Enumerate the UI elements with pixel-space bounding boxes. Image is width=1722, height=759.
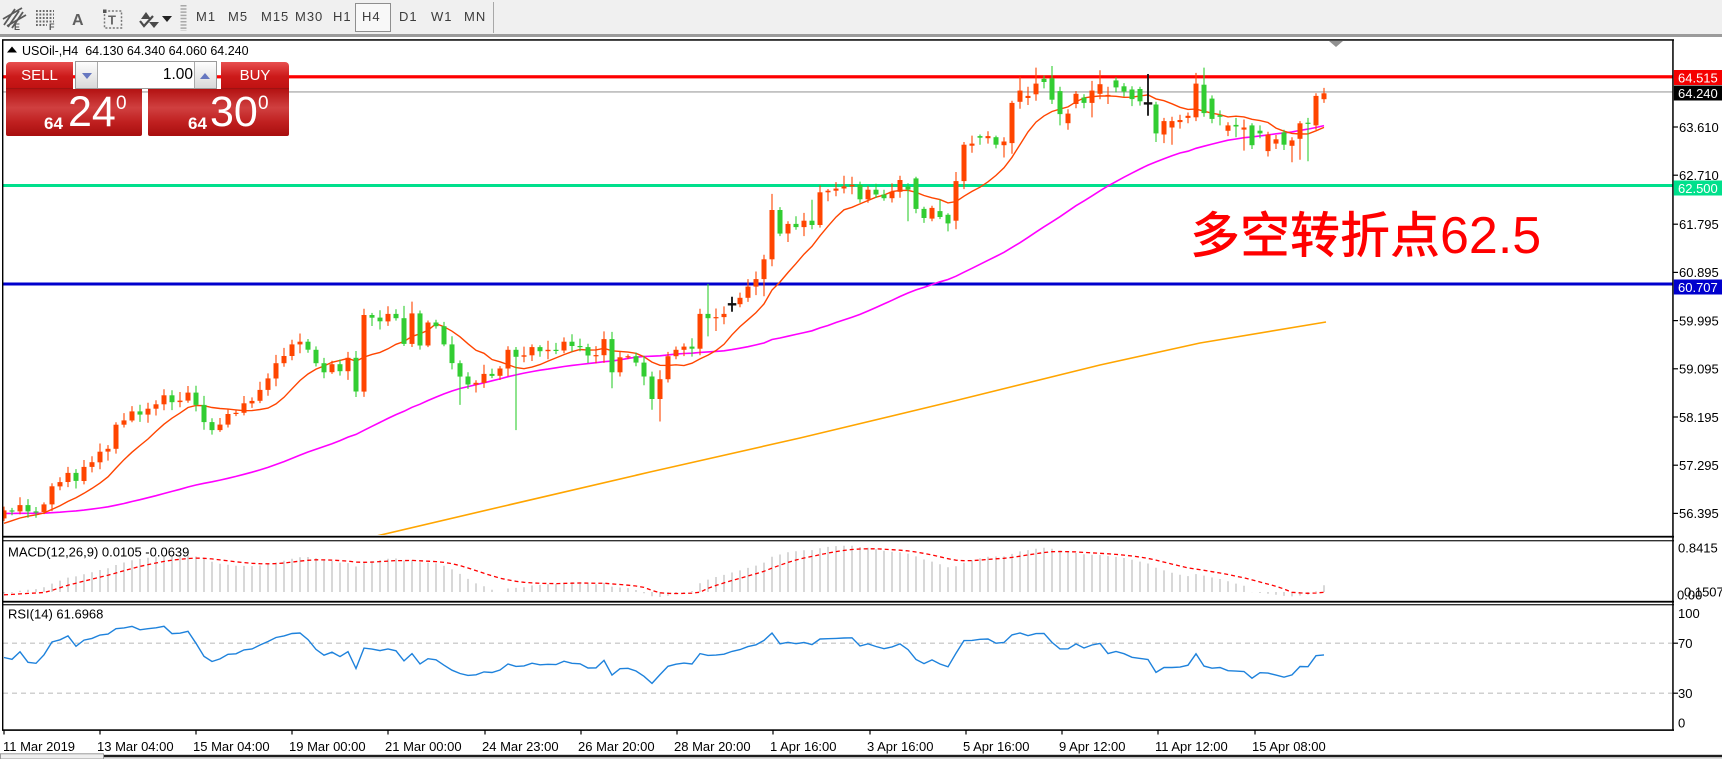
- svg-text:30: 30: [1678, 686, 1692, 701]
- svg-text:100: 100: [1678, 606, 1700, 621]
- svg-text:62.500: 62.500: [1678, 181, 1718, 196]
- svg-text:RSI(14) 61.6968: RSI(14) 61.6968: [8, 607, 103, 622]
- svg-text:57.295: 57.295: [1679, 458, 1719, 473]
- svg-text:9 Apr 12:00: 9 Apr 12:00: [1059, 739, 1126, 754]
- svg-text:24 Mar 23:00: 24 Mar 23:00: [482, 739, 559, 754]
- svg-text:T: T: [108, 13, 116, 28]
- svg-text:0.1507: 0.1507: [1684, 585, 1722, 600]
- svg-text:15 Mar 04:00: 15 Mar 04:00: [193, 739, 270, 754]
- svg-text:11 Mar 2019: 11 Mar 2019: [3, 739, 75, 754]
- svg-text:11 Apr 12:00: 11 Apr 12:00: [1155, 739, 1228, 754]
- svg-text:62.5: 62.5: [1440, 207, 1541, 265]
- svg-text:62.710: 62.710: [1679, 168, 1719, 183]
- svg-text:60.707: 60.707: [1678, 280, 1718, 295]
- svg-text:28 Mar 20:00: 28 Mar 20:00: [674, 739, 751, 754]
- svg-text:61.795: 61.795: [1679, 217, 1719, 232]
- svg-text:5 Apr 16:00: 5 Apr 16:00: [963, 739, 1030, 754]
- svg-text:64.515: 64.515: [1678, 70, 1718, 85]
- svg-text:19 Mar 00:00: 19 Mar 00:00: [289, 739, 366, 754]
- svg-text:56.395: 56.395: [1679, 506, 1719, 521]
- svg-text:0: 0: [1678, 716, 1685, 731]
- svg-text:63.610: 63.610: [1679, 120, 1719, 135]
- svg-text:26 Mar 20:00: 26 Mar 20:00: [578, 739, 655, 754]
- svg-text:E: E: [14, 22, 20, 32]
- svg-text:3 Apr 16:00: 3 Apr 16:00: [867, 739, 934, 754]
- svg-text:64.240: 64.240: [1678, 86, 1718, 101]
- svg-text:60.895: 60.895: [1679, 265, 1719, 280]
- svg-text:59.095: 59.095: [1679, 362, 1719, 377]
- svg-text:58.195: 58.195: [1679, 410, 1719, 425]
- svg-text:1 Apr 16:00: 1 Apr 16:00: [770, 739, 837, 754]
- svg-text:21 Mar 00:00: 21 Mar 00:00: [385, 739, 462, 754]
- svg-text:F: F: [49, 22, 55, 32]
- svg-text:A: A: [72, 12, 84, 29]
- svg-text:70: 70: [1678, 636, 1692, 651]
- svg-text:0.8415: 0.8415: [1678, 541, 1718, 556]
- svg-text:13 Mar 04:00: 13 Mar 04:00: [97, 739, 174, 754]
- svg-text:15 Apr 08:00: 15 Apr 08:00: [1252, 739, 1326, 754]
- svg-text:0.00: 0.00: [1677, 588, 1702, 603]
- svg-text:MACD(12,26,9) 0.0105 -0.0639: MACD(12,26,9) 0.0105 -0.0639: [8, 545, 189, 560]
- svg-text:59.995: 59.995: [1679, 313, 1719, 328]
- svg-text:USOil-,H4 64.130 64.340 64.06: USOil-,H4 64.130 64.340 64.060 64.240: [22, 44, 249, 58]
